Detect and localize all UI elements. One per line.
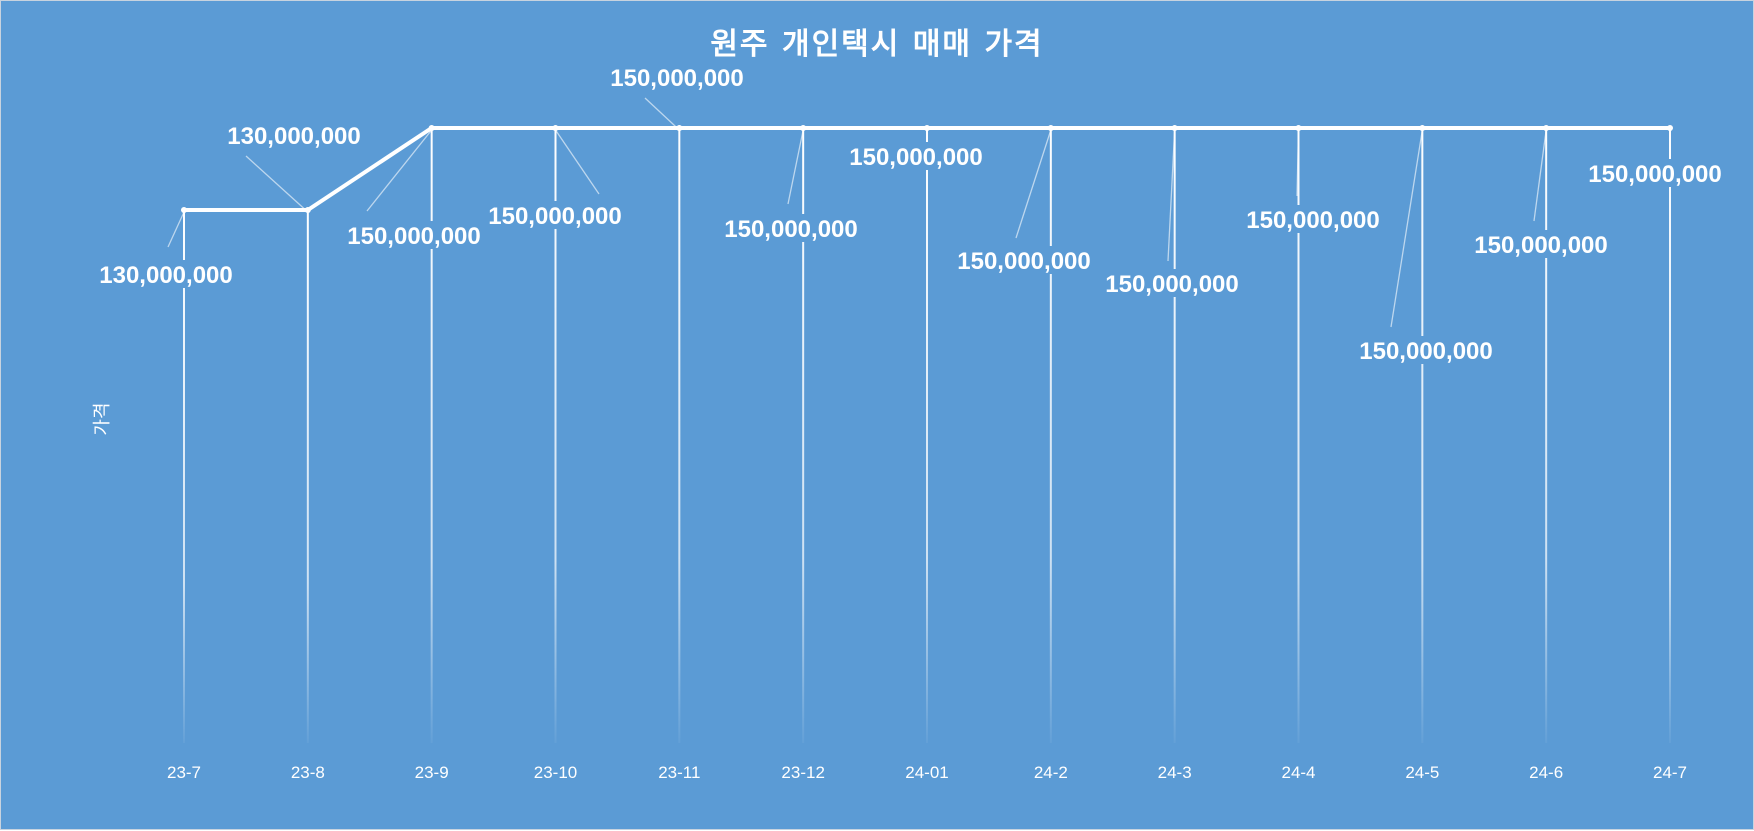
data-label: 150,000,000 [610,65,743,92]
x-tick-label: 24-01 [905,763,948,782]
data-point [181,207,187,213]
x-axis-ticks: 23-7 23-8 23-9 23-10 23-11 23-12 24-01 24-2 24-3… [167,763,1687,782]
x-tick-label: 24-2 [1034,763,1068,782]
drop-line [802,128,805,743]
leader-line [245,155,309,213]
drop-line [430,128,433,743]
data-label-bg [949,246,1099,274]
leader-lines [167,97,1547,328]
data-label: 150,000,000 [1588,161,1721,188]
data-point [1543,125,1550,131]
drop-line [183,210,185,743]
data-point [1667,125,1673,131]
data-label-bg [716,214,866,242]
x-tick-label: 24-4 [1281,763,1315,782]
data-point [924,125,930,131]
data-label: 150,000,000 [957,248,1090,275]
leader-line [1390,129,1423,328]
x-tick-label: 23-10 [534,763,577,782]
data-label-bg [1097,269,1247,297]
x-tick-label: 23-7 [167,763,201,782]
data-point [1171,125,1178,131]
data-label: 150,000,000 [1105,271,1238,298]
x-tick-label: 24-6 [1529,763,1563,782]
data-point [428,125,435,131]
data-label-bg [1238,205,1388,233]
leader-line [787,129,804,205]
data-label-bg [1351,336,1501,364]
data-point [1419,125,1426,131]
data-point [676,125,683,131]
data-label-bg [480,201,630,229]
drop-line [1669,128,1671,743]
data-label-bg [91,260,241,288]
x-tick-label: 24-5 [1405,763,1439,782]
data-labels: 130,000,000 130,000,000 150,000,000 150,000… [91,63,1730,365]
data-point [1295,125,1302,131]
drop-line [678,128,681,743]
data-label-bg [219,121,369,149]
data-label-bg [1466,230,1616,258]
data-label: 150,000,000 [1359,338,1492,365]
data-label: 150,000,000 [724,216,857,243]
data-point [800,125,807,131]
data-label: 130,000,000 [99,262,232,289]
data-label-bg [841,142,991,170]
data-label: 130,000,000 [227,123,360,150]
x-tick-label: 23-8 [291,763,325,782]
data-point [304,207,311,213]
data-label: 150,000,000 [347,223,480,250]
drop-line [1545,128,1548,743]
drop-line [554,128,557,743]
drop-line [1173,128,1176,743]
data-point [1047,125,1054,131]
leader-line [1296,129,1300,197]
data-point [552,125,559,131]
data-points [181,125,1673,213]
data-label-bg [1580,159,1730,187]
leader-line [1015,129,1052,239]
leader-line [644,97,680,131]
x-tick-label: 23-11 [658,763,700,782]
drop-line [1421,128,1424,743]
y-axis-label: 가격 [92,402,113,435]
data-label: 150,000,000 [1246,207,1379,234]
data-label: 150,000,000 [488,203,621,230]
x-tick-label: 24-3 [1158,763,1192,782]
x-tick-label: 23-9 [415,763,449,782]
drop-line [1297,128,1300,743]
drop-lines [183,128,1671,743]
data-label-bg [602,63,752,91]
data-label: 150,000,000 [849,144,982,171]
drop-line [926,128,928,743]
drop-line [1049,128,1052,743]
drop-line [306,210,309,743]
data-label-bg [339,221,489,249]
leader-line [554,129,600,195]
chart-title: 원주 개인택시 매매 가격 [710,27,1043,62]
data-label: 150,000,000 [1474,232,1607,259]
leader-line [1167,129,1176,262]
x-tick-label: 23-12 [781,763,824,782]
leader-line [167,211,185,248]
leader-line [1533,129,1547,222]
leader-line [366,129,433,212]
x-tick-label: 24-7 [1653,763,1687,782]
